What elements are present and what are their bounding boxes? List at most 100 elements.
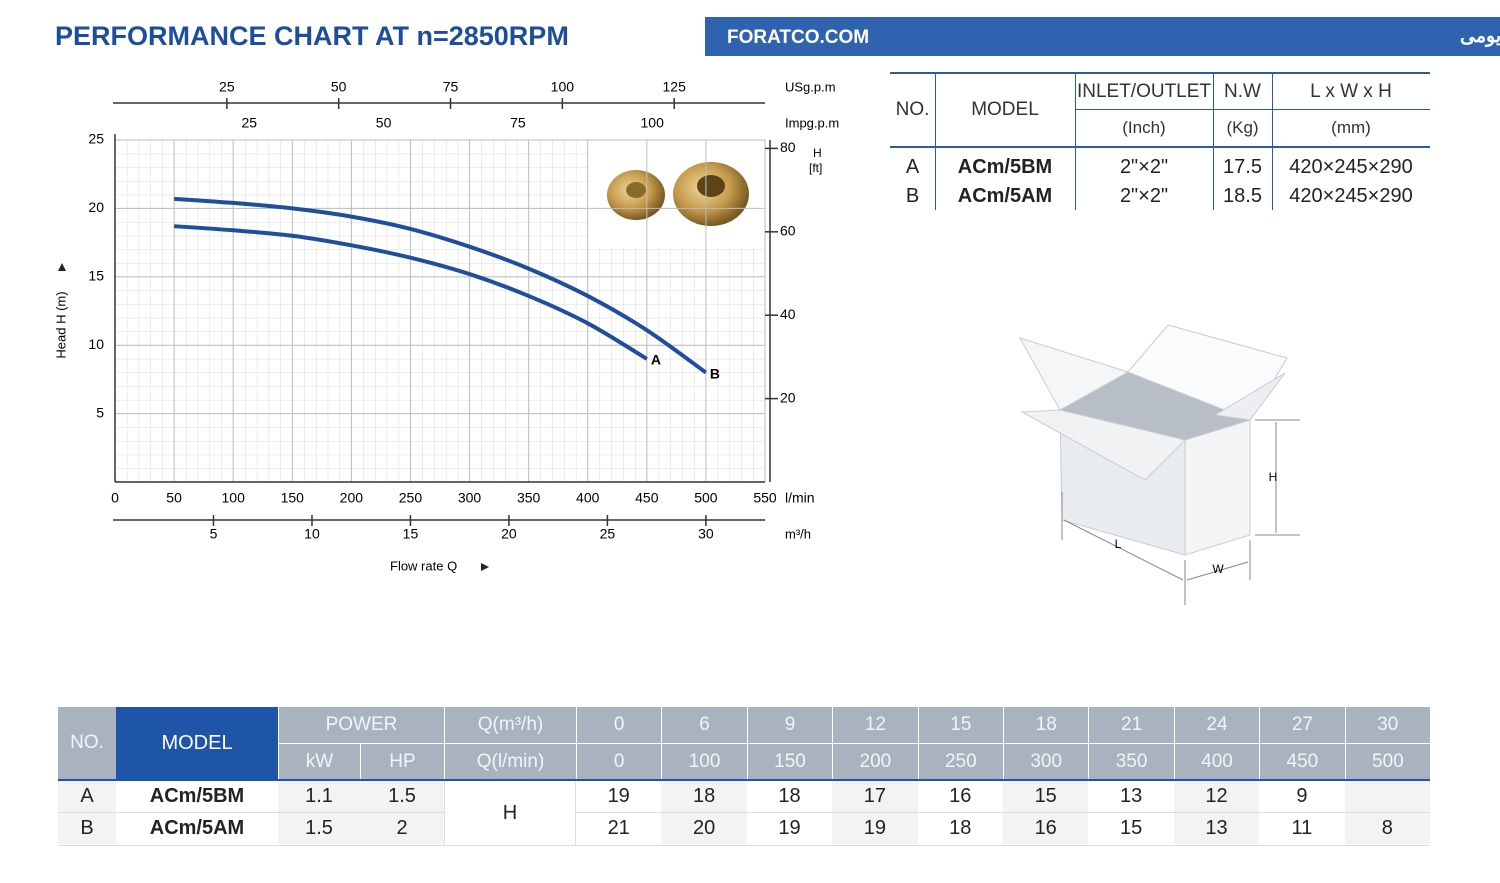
y-tick-label: 15 xyxy=(88,268,104,284)
table-header: 30 xyxy=(1344,707,1430,743)
x-axis-title: Flow rate Q xyxy=(390,558,457,573)
extra-axis-tick-label: 100 xyxy=(641,115,665,131)
y-tick-label: 25 xyxy=(88,131,104,147)
table-cell: 2 xyxy=(360,813,444,844)
table-cell: 1.5 xyxy=(360,781,444,812)
extra-axis-tick-label: 10 xyxy=(304,526,320,542)
table-cell: 18.5 xyxy=(1223,185,1262,207)
table-header: 350 xyxy=(1088,743,1174,779)
table-cell: 16 xyxy=(1003,813,1089,844)
table-rule xyxy=(1272,74,1273,210)
table-cell: 12 xyxy=(1173,781,1260,812)
table-rule xyxy=(1075,74,1076,210)
table-cell: H xyxy=(444,781,576,845)
x-axis-unit: l/min xyxy=(785,490,815,506)
dimension-label: L xyxy=(1115,537,1122,551)
extra-axis-unit: Impg.p.m xyxy=(785,115,839,130)
table-header: 500 xyxy=(1344,743,1430,779)
dimension-label: H xyxy=(1269,470,1278,484)
extra-axis-unit: USg.p.m xyxy=(785,79,836,94)
table-header: kW xyxy=(278,743,360,779)
table-cell: 17 xyxy=(832,781,918,812)
table-cell: 13 xyxy=(1088,781,1174,812)
table-header: MODEL xyxy=(971,99,1039,120)
extra-axis-tick-label: 25 xyxy=(600,526,616,542)
dimension-label: W xyxy=(1212,562,1224,576)
table-cell: 15 xyxy=(1088,813,1174,844)
table-cell: 1.1 xyxy=(278,781,360,812)
x-tick-label: 0 xyxy=(111,490,119,506)
x-tick-label: 300 xyxy=(458,490,482,506)
table-header: L x W x H xyxy=(1310,80,1392,102)
extra-axis-tick-label: 50 xyxy=(331,79,347,95)
table-cell xyxy=(1344,781,1430,812)
table-cell: ACm/5AM xyxy=(116,813,278,844)
table-header: 150 xyxy=(746,743,833,779)
x-tick-label: 150 xyxy=(281,490,305,506)
x-tick-label: 400 xyxy=(576,490,600,506)
table-cell: 9 xyxy=(1259,781,1345,812)
table-cell: 16 xyxy=(917,781,1003,812)
y2-tick-label: 20 xyxy=(780,389,796,405)
table-header-unit: (Kg) xyxy=(1226,118,1259,137)
extra-axis-tick-label: 25 xyxy=(242,115,258,131)
table-cell: A xyxy=(58,781,116,812)
table-rule xyxy=(1075,109,1430,110)
y-axis-title: Head H (m) xyxy=(53,291,68,358)
extra-axis-tick-label: 75 xyxy=(510,115,526,131)
table-cell: 19 xyxy=(746,813,833,844)
x-tick-label: 250 xyxy=(399,490,423,506)
table-cell: 19 xyxy=(832,813,918,844)
extra-axis-tick-label: 50 xyxy=(376,115,392,131)
table-cell: 18 xyxy=(746,781,833,812)
y2-axis-unit: [ft] xyxy=(809,161,822,175)
table-header: 9 xyxy=(746,707,833,743)
table-header: 0 xyxy=(576,743,662,779)
table-rule xyxy=(935,74,936,210)
table-rule xyxy=(890,72,1430,74)
table-header-unit: (mm) xyxy=(1331,118,1371,137)
table-rule xyxy=(890,146,1430,148)
series-label: B xyxy=(710,365,720,381)
table-header: 300 xyxy=(1003,743,1089,779)
table-header: POWER xyxy=(278,707,444,743)
y2-axis-title: H xyxy=(813,146,822,160)
table-header: Q(l/min) xyxy=(444,743,576,779)
y-tick-label: 5 xyxy=(96,404,104,420)
extra-axis-tick-label: 30 xyxy=(698,526,714,542)
table-cell: ACm/5BM xyxy=(957,156,1053,178)
table-cell: 420×245×290 xyxy=(1289,185,1413,207)
table-header: N.W xyxy=(1224,80,1261,102)
box-illustration xyxy=(1018,324,1300,605)
y2-tick-label: 60 xyxy=(780,223,796,239)
arrow xyxy=(481,563,489,571)
table-cell: 8 xyxy=(1344,813,1430,844)
table-header: HP xyxy=(360,743,444,779)
table-cell: 21 xyxy=(576,813,662,844)
table-cell: 17.5 xyxy=(1223,156,1262,178)
table-header: 24 xyxy=(1173,707,1260,743)
table-header-unit: (Inch) xyxy=(1122,118,1166,137)
extra-axis-tick-label: 5 xyxy=(210,526,218,542)
table-header: 15 xyxy=(917,707,1003,743)
table-cell: 2"×2" xyxy=(1119,185,1169,207)
table-header: 21 xyxy=(1088,707,1174,743)
table-cell: 11 xyxy=(1259,813,1345,844)
x-tick-label: 500 xyxy=(694,490,718,506)
x-tick-label: 450 xyxy=(635,490,659,506)
table-header: INLET/OUTLET xyxy=(1076,80,1212,102)
table-header: 18 xyxy=(1003,707,1089,743)
table-cell: 2"×2" xyxy=(1119,156,1169,178)
header-banner xyxy=(705,17,1500,56)
arrow xyxy=(58,263,66,271)
table-header: 250 xyxy=(917,743,1003,779)
x-tick-label: 100 xyxy=(222,490,246,506)
extra-axis-tick-label: 15 xyxy=(403,526,419,542)
table-cell: ACm/5BM xyxy=(116,781,278,812)
table-cell: 1.5 xyxy=(278,813,360,844)
x-tick-label: 50 xyxy=(166,490,182,506)
table-rule xyxy=(1213,74,1214,210)
table-cell: 13 xyxy=(1173,813,1260,844)
